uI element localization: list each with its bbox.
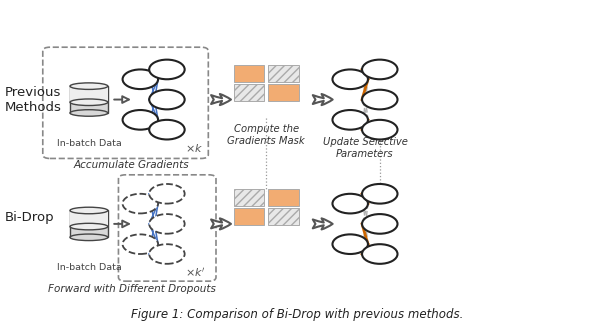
Circle shape: [333, 194, 368, 214]
Circle shape: [362, 184, 397, 204]
FancyBboxPatch shape: [70, 86, 108, 102]
Text: Previous
Methods: Previous Methods: [4, 85, 61, 114]
Ellipse shape: [70, 223, 108, 230]
Bar: [234, 83, 264, 101]
Circle shape: [122, 69, 158, 89]
Circle shape: [149, 184, 185, 204]
Circle shape: [149, 60, 185, 79]
Text: Compute the
Gradients Mask: Compute the Gradients Mask: [228, 124, 305, 146]
Text: Figure 1: Comparison of Bi-Drop with previous methods.: Figure 1: Comparison of Bi-Drop with pre…: [131, 309, 463, 321]
Circle shape: [149, 120, 185, 140]
FancyBboxPatch shape: [70, 86, 108, 113]
Ellipse shape: [70, 110, 108, 116]
Circle shape: [362, 90, 397, 109]
Bar: [268, 83, 299, 101]
Bar: [234, 65, 264, 82]
Text: $\times k'$: $\times k'$: [185, 266, 206, 279]
Text: Forward with Different Dropouts: Forward with Different Dropouts: [48, 284, 216, 294]
Circle shape: [333, 234, 368, 254]
Circle shape: [149, 90, 185, 109]
Circle shape: [149, 244, 185, 264]
Text: Bi-Drop: Bi-Drop: [4, 211, 54, 224]
Circle shape: [362, 244, 397, 264]
Ellipse shape: [70, 207, 108, 214]
Circle shape: [122, 110, 158, 130]
FancyBboxPatch shape: [70, 211, 108, 227]
Circle shape: [333, 69, 368, 89]
Text: $\times k$: $\times k$: [185, 142, 203, 154]
Circle shape: [362, 214, 397, 234]
Text: Update Selective
Parameters: Update Selective Parameters: [323, 137, 407, 159]
Ellipse shape: [70, 99, 108, 106]
Bar: [234, 208, 264, 225]
Bar: [234, 189, 264, 206]
Circle shape: [122, 194, 158, 214]
Ellipse shape: [70, 234, 108, 241]
Text: In-batch Data: In-batch Data: [56, 263, 121, 272]
Circle shape: [149, 214, 185, 234]
FancyBboxPatch shape: [70, 211, 108, 237]
Bar: [268, 189, 299, 206]
Circle shape: [333, 110, 368, 130]
Circle shape: [362, 120, 397, 140]
Ellipse shape: [70, 83, 108, 89]
Text: Accumulate Gradients: Accumulate Gradients: [74, 160, 189, 170]
Text: In-batch Data: In-batch Data: [56, 139, 121, 148]
Bar: [268, 65, 299, 82]
Circle shape: [362, 60, 397, 79]
Bar: [268, 208, 299, 225]
Circle shape: [122, 234, 158, 254]
